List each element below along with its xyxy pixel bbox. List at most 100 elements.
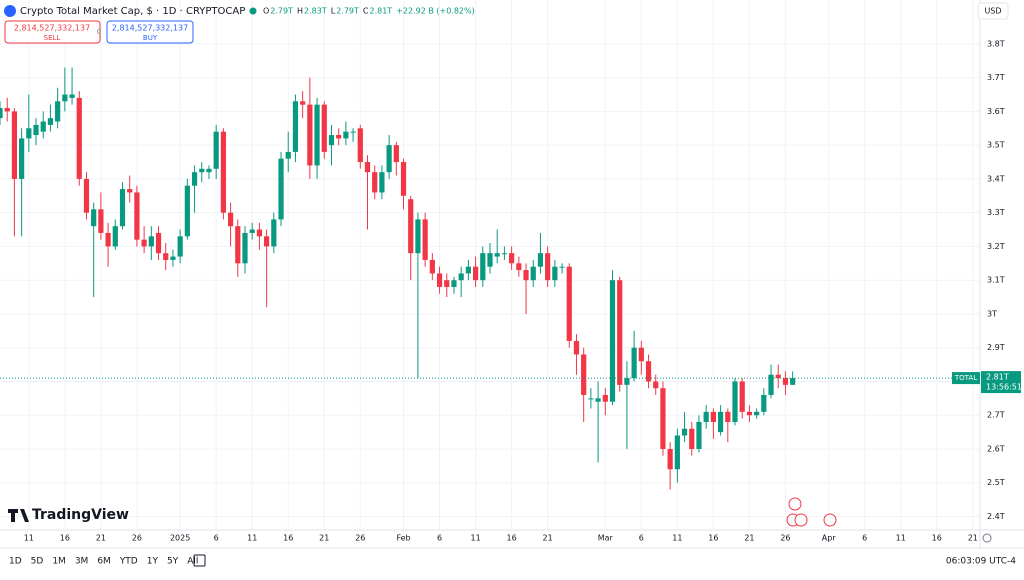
candle-body: [242, 232, 248, 264]
candle-body: [55, 101, 61, 122]
candle-body: [328, 135, 335, 146]
ohlc-change: +22.92 B (+0.82%): [396, 7, 475, 16]
candle-body: [199, 168, 205, 173]
candle-body: [472, 266, 479, 281]
candle-body: [278, 158, 284, 220]
currency-box[interactable]: [977, 2, 1009, 20]
logo-mark: [8, 509, 29, 522]
candle-body: [559, 266, 565, 268]
symbol-title[interactable]: Crypto Total Market Cap, $ · 1D · CRYPTO…: [20, 6, 245, 17]
candle-body: [645, 361, 652, 382]
candle-body: [465, 266, 471, 274]
range-button[interactable]: YTD: [119, 557, 138, 567]
candle-body: [429, 259, 435, 274]
candle-body: [458, 273, 464, 281]
ohlc-value: 2.79T: [336, 7, 359, 16]
event-marker[interactable]: [794, 513, 808, 527]
candle-body: [256, 229, 263, 237]
date-range-icon[interactable]: [193, 554, 206, 567]
event-marker[interactable]: [823, 513, 837, 527]
range-button[interactable]: 6M: [97, 557, 111, 567]
sell-button[interactable]: [4, 20, 101, 44]
range-buttons: 1D 5D 1M 3M 6M YTD 1Y 5Y All: [9, 557, 198, 567]
y-tick-label: 2.6T: [987, 444, 1005, 453]
ohlc-key: H: [297, 7, 303, 16]
candle-body: [19, 138, 25, 179]
candle-body: [112, 226, 118, 247]
x-tick-label: 21: [543, 534, 553, 543]
candle-body: [732, 381, 738, 422]
event-marker[interactable]: [788, 497, 802, 511]
candle-body: [33, 124, 39, 136]
range-button[interactable]: 1D: [9, 557, 22, 567]
candle-body: [746, 411, 753, 416]
candle-body: [191, 172, 198, 186]
candle-body: [235, 226, 241, 264]
candle-body: [573, 340, 580, 355]
candle-body: [725, 411, 731, 422]
candle-body: [206, 168, 212, 173]
ohlc-value: 2.79T: [270, 7, 293, 16]
y-tick-label: 3.7T: [987, 73, 1005, 82]
y-tick-label: 3.5T: [987, 141, 1005, 150]
range-button[interactable]: 5D: [31, 557, 44, 567]
candle-body: [444, 280, 450, 287]
candle-body: [0, 108, 3, 119]
x-tick-label: 6: [639, 534, 644, 543]
x-tick-label: 2025: [170, 534, 190, 543]
candle-body: [213, 131, 219, 169]
x-tick-label: Apr: [822, 534, 837, 543]
y-tick-label: 3.6T: [987, 107, 1005, 116]
candle-body: [602, 394, 608, 402]
axes: 2.4T2.5T2.6T2.7T2.8T2.9T3T3.1T3.2T3.3T3.…: [24, 39, 1022, 542]
range-button[interactable]: 1M: [52, 557, 66, 567]
x-tick-label: 11: [247, 534, 257, 543]
range-button[interactable]: 1Y: [147, 557, 159, 567]
candle-body: [220, 131, 226, 213]
range-button[interactable]: 5Y: [167, 557, 179, 567]
candle-body: [710, 411, 716, 422]
candle-body: [264, 236, 270, 247]
ohlc-value: 2.83T: [304, 7, 327, 16]
candle-body: [631, 347, 637, 379]
candle-body: [609, 280, 616, 402]
candle-body: [674, 435, 680, 470]
x-tick-label: Feb: [396, 534, 410, 543]
candle-body: [595, 398, 601, 402]
x-tick-label: 6: [214, 534, 219, 543]
candle-body: [170, 256, 176, 260]
currency: USD: [984, 7, 1001, 16]
candle-body: [537, 253, 544, 267]
price-tag: 2.81T: [986, 373, 1009, 382]
candle-body: [782, 378, 789, 385]
x-tick-label: 21: [96, 534, 106, 543]
price-tag-box: [981, 371, 1021, 394]
x-tick-label: 26: [355, 534, 365, 543]
candle-body: [790, 378, 796, 385]
candle-body: [300, 101, 306, 105]
buy-button[interactable]: [106, 20, 194, 44]
y-tick-label: 3.8T: [987, 39, 1005, 48]
x-tick-label: 16: [708, 534, 718, 543]
candle-body: [105, 232, 111, 247]
y-tick-label: 2.9T: [987, 343, 1005, 352]
range-button[interactable]: 3M: [75, 557, 89, 567]
x-tick-label: 16: [507, 534, 517, 543]
x-tick-label: 11: [672, 534, 682, 543]
candle-body: [739, 381, 745, 412]
candle-body: [62, 94, 68, 102]
candle-body: [148, 236, 154, 247]
spread: 0: [97, 28, 101, 36]
candle-body: [127, 189, 133, 193]
sell-price: 2,814,527,332,137: [14, 24, 90, 33]
x-tick-label: Mar: [598, 534, 614, 543]
settings-icon[interactable]: [982, 533, 992, 543]
candle-body: [552, 266, 558, 281]
candle-body: [775, 374, 781, 379]
range-button[interactable]: All: [187, 557, 198, 567]
x-tick-label: 11: [896, 534, 906, 543]
plot: [0, 67, 980, 490]
candle-body: [487, 253, 493, 267]
clock[interactable]: 06:03:09 UTC-4: [946, 557, 1016, 567]
candle-body: [509, 253, 515, 264]
